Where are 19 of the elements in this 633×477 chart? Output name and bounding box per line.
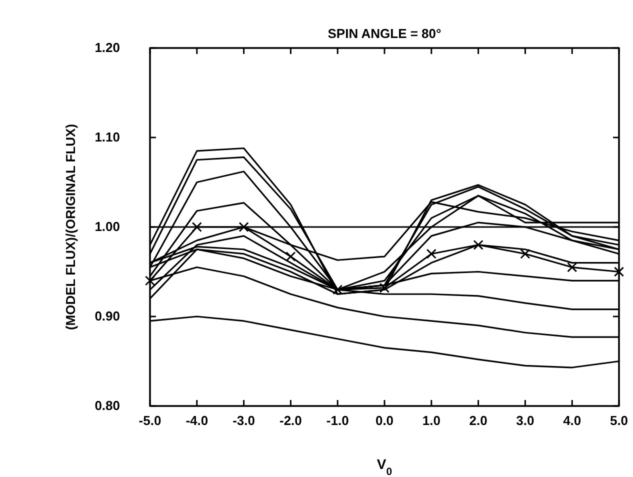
- chart-title: SPIN ANGLE = 80°: [328, 26, 442, 41]
- y-tick-label: 0.80: [94, 398, 120, 414]
- x-tick-label: 2.0: [469, 413, 488, 428]
- y-tick-label: 0.90: [94, 308, 120, 324]
- x-tick-label: 3.0: [516, 413, 534, 428]
- y-axis-title: (MODEL FLUX)/(ORIGINAL FLUX): [63, 124, 78, 330]
- x-axis-title: V$_{0}$: [376, 456, 392, 477]
- x-tick-label: -3.0: [232, 413, 256, 428]
- x-tick-label: -4.0: [186, 413, 208, 428]
- y-tick-label: 1.20: [94, 40, 120, 56]
- x-tick-label: -1.0: [326, 413, 349, 428]
- x-tick-label: -2.0: [279, 413, 302, 428]
- y-tick-label: 1.10: [94, 130, 120, 145]
- x-tick-label: -5.0: [138, 413, 162, 428]
- x-tick-label: 0.0: [375, 413, 394, 428]
- x-tick-label: 1.0: [422, 413, 440, 428]
- y-tick-label: 1.00: [94, 219, 120, 234]
- x-tick-label: 5.0: [610, 413, 628, 428]
- x-tick-label: 4.0: [563, 413, 582, 428]
